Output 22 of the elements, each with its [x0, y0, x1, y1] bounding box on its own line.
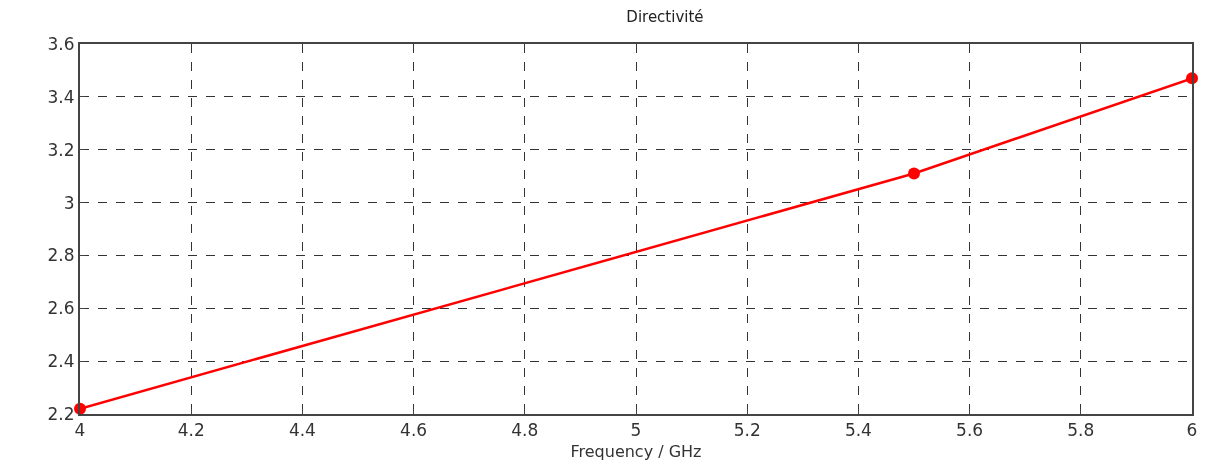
point	[908, 167, 920, 180]
x-tick-label: 4.8	[511, 420, 539, 441]
x-axis-title: Frequency / GHz	[570, 441, 702, 461]
x-tick-label: 5.6	[956, 420, 984, 441]
chart-title: Directivité	[626, 8, 704, 27]
y-tick-label: 3.4	[47, 86, 75, 107]
x-tick-label: 5.8	[1067, 420, 1095, 441]
y-tick-label: 2.6	[47, 298, 75, 319]
y-tick-label: 2.4	[47, 351, 75, 372]
x-tick-label: 4.4	[288, 420, 316, 441]
x-tick-label: 5	[630, 420, 642, 441]
x-tick-label: 4.2	[177, 420, 205, 441]
y-tick-label: 3.6	[47, 33, 75, 54]
x-tick-label: 5.4	[844, 420, 872, 441]
y-tick-label: 2.8	[47, 245, 75, 266]
x-tick-label: 5.2	[733, 420, 761, 441]
y-tick-label: 3.2	[47, 139, 75, 160]
x-tick-label: 6	[1186, 420, 1198, 441]
x-tick-label: 4	[74, 420, 86, 441]
y-tick-label: 3	[63, 192, 75, 213]
y-tick-label: 2.2	[47, 403, 75, 424]
x-tick-label: 4.6	[400, 420, 428, 441]
